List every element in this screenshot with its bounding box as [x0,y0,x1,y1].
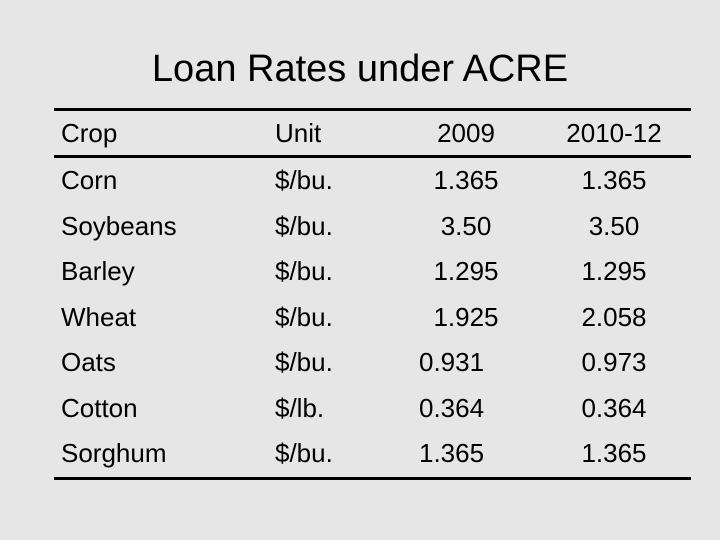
header-2009: 2009 [437,118,495,148]
cell-2010-12: 3.50 [588,210,640,241]
loan-rates-table-container: Crop Unit 2009 2010-12 Corn $/bu. 1.365 … [54,108,691,480]
page-title-text: Loan Rates under ACRE [151,48,569,90]
cell-unit: $/bu. [275,165,333,195]
cell-unit: $/bu. [275,301,333,332]
cell-2010-12: 2.058 [581,301,647,332]
cell-2009: 1.925 [433,301,499,332]
header-crop: Crop [61,118,118,148]
cell-crop: Cotton [61,392,138,423]
cell-2009: 0.364 [419,392,485,423]
cell-unit: $/bu. [275,438,333,468]
cell-2010-12: 1.365 [581,438,647,468]
header-2010-12: 2010-12 [566,118,662,148]
cell-2009: 1.365 [433,165,499,195]
table-row: Cotton $/lb. 0.364 0.364 [54,386,691,432]
table-row: Oats $/bu. 0.931 0.973 [54,340,691,386]
cell-crop: Oats [61,347,116,377]
cell-2009: 1.365 [419,438,485,468]
table-row: Wheat $/bu. 1.925 2.058 [54,295,691,341]
table-row: Sorghum $/bu. 1.365 1.365 [54,431,691,478]
table-row: Corn $/bu. 1.365 1.365 [54,157,691,204]
cell-crop: Wheat [61,301,137,332]
cell-2009: 1.295 [433,256,499,286]
cell-unit: $/bu. [275,256,333,286]
cell-unit: $/bu. [275,210,333,241]
cell-2010-12: 0.973 [581,347,647,377]
cell-crop: Corn [61,165,118,195]
cell-2010-12: 0.364 [581,392,647,423]
loan-rates-table: Crop Unit 2009 2010-12 Corn $/bu. 1.365 … [54,108,691,480]
cell-2009: 0.931 [419,347,485,377]
cell-unit: $/lb. [275,392,325,423]
table-row: Barley $/bu. 1.295 1.295 [54,249,691,295]
header-unit: Unit [275,118,322,148]
cell-2009: 3.50 [440,210,492,241]
page-title: Loan Rates under ACRE [0,44,720,94]
cell-crop: Soybeans [61,210,177,241]
cell-crop: Sorghum [61,438,167,468]
cell-crop: Barley [61,256,135,286]
cell-2010-12: 1.295 [581,256,647,286]
cell-2010-12: 1.365 [581,165,647,195]
cell-unit: $/bu. [275,347,333,377]
table-row: Soybeans $/bu. 3.50 3.50 [54,204,691,250]
table-header-row: Crop Unit 2009 2010-12 [54,109,691,157]
